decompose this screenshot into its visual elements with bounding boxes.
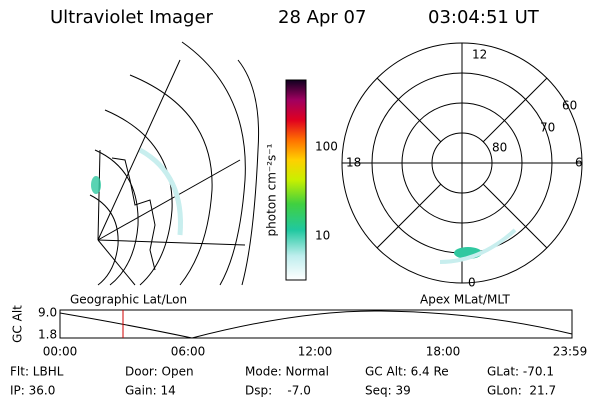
title: Ultraviolet Imager — [50, 7, 214, 28]
info: Flt: LBHL Door: Open Mode: Normal GC Alt: 6… — [10, 365, 556, 398]
info-field: Seq: 39 — [365, 384, 411, 398]
info-field: Mode: Normal — [245, 365, 329, 379]
mlt-label: 6 — [575, 156, 583, 170]
time-tick: 12:00 — [298, 345, 333, 359]
time-tick: 23:59 — [553, 345, 588, 359]
colorbar-tick: 100 — [315, 140, 338, 154]
date: 28 Apr 07 — [278, 7, 366, 28]
panel-label: Geographic Lat/Lon — [70, 293, 187, 307]
time-tick: 06:00 — [171, 345, 206, 359]
info-field: Flt: LBHL — [10, 365, 64, 379]
colorbar-tick: 10 — [315, 229, 330, 243]
lat-label: 60 — [562, 99, 577, 113]
altitude-curve — [59, 310, 573, 339]
time-tick: 00:00 — [43, 345, 78, 359]
info-field: Dsp: -7.0 — [245, 384, 311, 398]
time: 03:04:51 UT — [428, 7, 540, 28]
lat-label: 70 — [540, 121, 555, 135]
info-field: GLon: 21.7 — [487, 384, 556, 398]
axis-label: GC Alt — [11, 305, 25, 343]
lat-label: 80 — [492, 141, 507, 155]
alt-tick: 1.8 — [38, 328, 57, 342]
altitude-panel — [59, 309, 573, 339]
mlt-label: 18 — [346, 156, 361, 170]
info-field: GC Alt: 6.4 Re — [365, 365, 449, 379]
colorbar-label: photon cm⁻²s⁻¹ — [265, 143, 279, 236]
colorbar — [285, 79, 307, 281]
alt-tick: 9.0 — [38, 306, 57, 320]
panel-label: Apex MLat/MLT — [420, 293, 510, 307]
mlt-label: 0 — [468, 276, 476, 290]
polar-plot — [341, 42, 583, 284]
mlt-label: 12 — [472, 48, 487, 62]
info-field: IP: 36.0 — [10, 384, 55, 398]
geo-map — [89, 41, 260, 286]
info-field: Gain: 14 — [125, 384, 176, 398]
info-field: Door: Open — [125, 365, 194, 379]
time-tick: 18:00 — [426, 345, 461, 359]
info-field: GLat: -70.1 — [487, 365, 554, 379]
